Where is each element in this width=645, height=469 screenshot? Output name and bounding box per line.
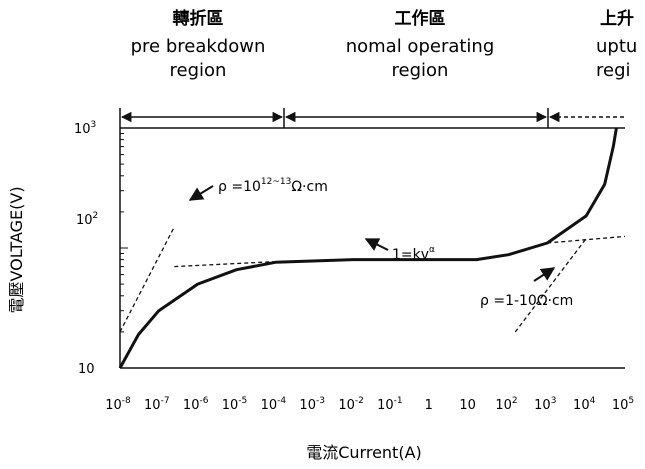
annotation-arrow-rho-low [533, 267, 556, 282]
y-axis-title: 電壓VOLTAGE(V) [7, 186, 26, 313]
annotation-kv: 1=kvα [392, 245, 435, 263]
annotation-arrow-rho-high [188, 185, 214, 201]
region-upturn-en2: regi [596, 60, 631, 81]
axes [119, 127, 625, 369]
annotation-arrow-kv [364, 238, 389, 251]
x-tick-label-0: 10-8 [105, 396, 131, 413]
series-dashed-1 [119, 226, 175, 333]
series-layer [118, 127, 626, 369]
series-vi-curve [118, 127, 618, 369]
x-tick-label-6: 10-2 [338, 396, 364, 413]
x-tick-label-5: 10-3 [299, 396, 325, 413]
annotation-rho-low: ρ =1-10Ω·cm [480, 293, 573, 309]
region-headers: 轉折區 pre breakdown region 工作區 nomal opera… [131, 8, 638, 81]
region-span-arrows [119, 108, 625, 128]
y-tick-label-10: 10 [78, 362, 95, 377]
series-dashed-4 [514, 238, 587, 333]
region-upturn-zh: 上升 [600, 9, 634, 29]
x-tick-label-9: 10 [459, 398, 476, 413]
annotations: ρ =1012~13Ω·cm 1=kvα ρ =1-10Ω·cm [188, 177, 573, 309]
y-tick-labels: 103 102 10 [74, 120, 98, 377]
region-prebreakdown-zh: 轉折區 [173, 8, 224, 29]
region-prebreakdown-en1: pre breakdown [131, 36, 266, 57]
annotation-rho-high: ρ =1012~13Ω·cm [218, 177, 328, 195]
y-tick-label-100: 102 [76, 211, 98, 228]
x-axis-title: 電流Current(A) [306, 443, 422, 462]
x-tick-label-12: 104 [573, 396, 596, 413]
x-tick-label-8: 1 [425, 398, 433, 413]
x-tick-labels: 10-8 10-7 10-6 10-5 10-4 10-3 10-2 10-1 1 10 102 10… [105, 396, 634, 413]
series-dashed-2 [174, 260, 276, 268]
region-prebreakdown-en2: region [170, 60, 227, 81]
series-dashed-3 [547, 235, 626, 244]
x-tick-label-7: 10-1 [377, 396, 403, 413]
x-tick-label-3: 10-5 [222, 396, 248, 413]
x-tick-label-1: 10-7 [144, 396, 170, 413]
region-operating-zh: 工作區 [395, 8, 446, 29]
x-tick-label-13: 105 [612, 396, 634, 413]
x-tick-label-10: 102 [495, 396, 517, 413]
region-operating-en2: region [392, 60, 449, 81]
x-tick-label-2: 10-6 [183, 396, 209, 413]
region-operating-en1: nomal operating [346, 36, 495, 57]
x-tick-label-4: 10-4 [261, 396, 287, 413]
y-tick-label-1000: 103 [74, 120, 96, 137]
y-minor-ticks [120, 133, 128, 369]
x-tick-label-11: 103 [534, 396, 556, 413]
region-upturn-en1: uptu [596, 36, 637, 57]
